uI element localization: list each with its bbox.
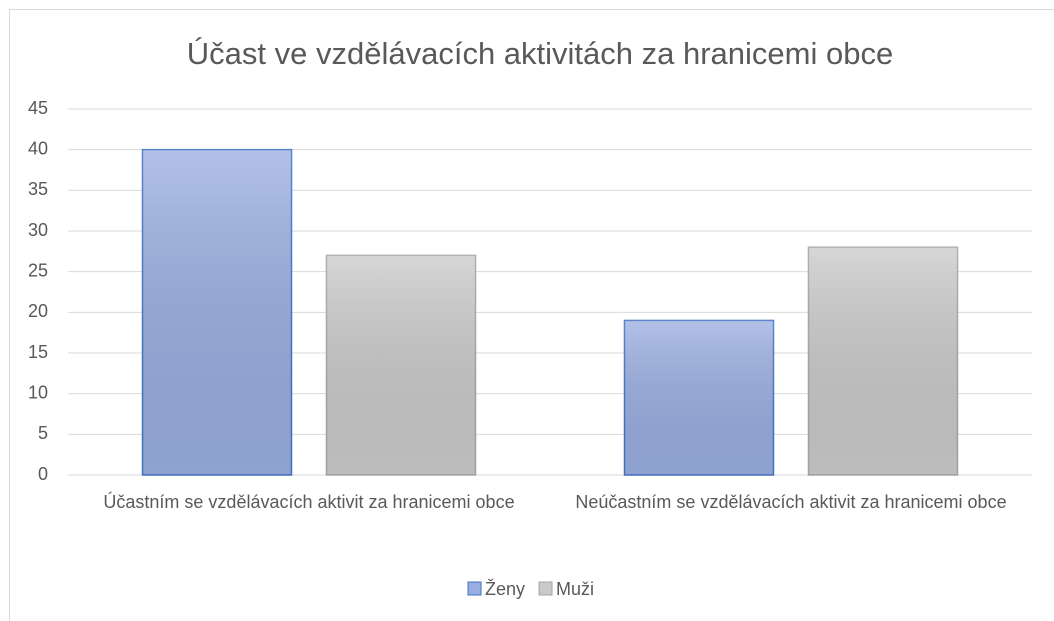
y-tick-label: 35 [28, 179, 48, 199]
y-tick-label: 15 [28, 342, 48, 362]
x-tick-label: Účastním se vzdělávacích aktivit za hran… [103, 492, 515, 512]
y-tick-label: 20 [28, 301, 48, 321]
y-tick-label: 5 [38, 423, 48, 443]
bar [807, 246, 959, 476]
legend-label: Ženy [485, 579, 525, 599]
y-tick-label: 45 [28, 98, 48, 118]
chart-title: Účast ve vzdělávacích aktivitách za hran… [187, 36, 893, 71]
y-tick-label: 40 [28, 138, 48, 158]
bar [141, 148, 293, 476]
legend-swatch [467, 581, 482, 596]
y-tick-label: 10 [28, 382, 48, 402]
y-tick-label: 25 [28, 260, 48, 280]
y-tick-label: 0 [38, 464, 48, 484]
y-tick-label: 30 [28, 220, 48, 240]
bar [623, 319, 775, 476]
legend-swatch [538, 581, 553, 596]
legend-label: Muži [556, 579, 594, 599]
bar [325, 254, 477, 476]
chart-border [9, 9, 1054, 621]
x-tick-label: Neúčastním se vzdělávacích aktivit za hr… [575, 492, 1007, 512]
